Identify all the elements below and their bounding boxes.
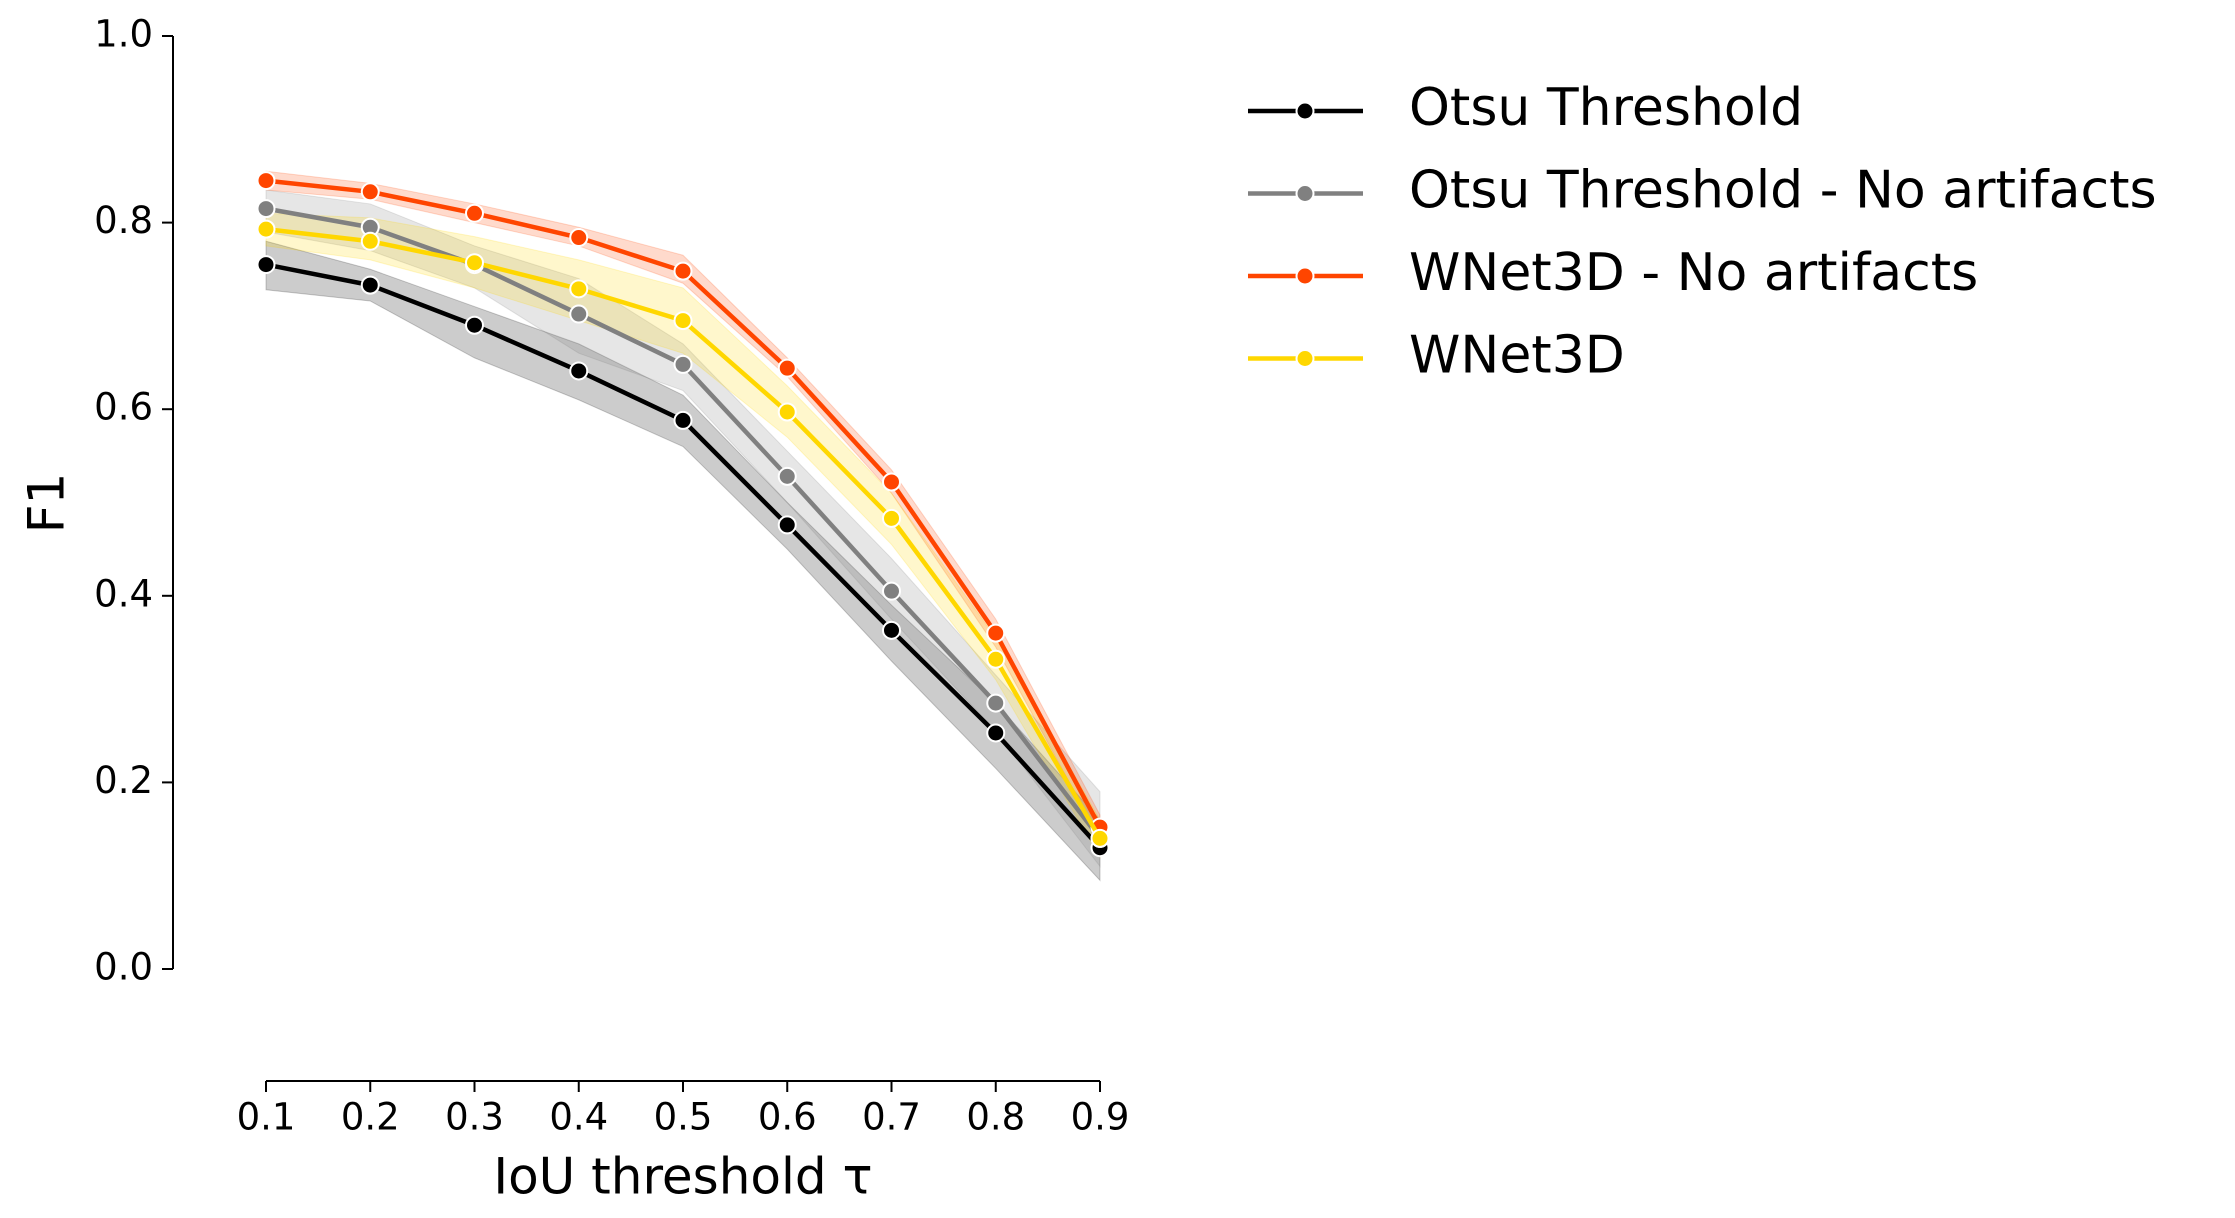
legend-label: WNet3D <box>1409 326 1625 386</box>
x-axis-label: IoU threshold τ <box>493 1148 872 1206</box>
y-tick-label: 0.4 <box>94 572 153 615</box>
point <box>986 723 1006 743</box>
y-tick-label: 0.0 <box>94 946 153 989</box>
x-tick-label: 0.6 <box>758 1096 817 1139</box>
point <box>673 354 693 374</box>
point <box>256 219 276 239</box>
point <box>882 581 901 601</box>
legend-marker <box>1295 266 1315 286</box>
y-axis-label: F1 <box>18 473 76 534</box>
legend-label: Otsu Threshold - No artifacts <box>1409 161 2157 221</box>
point <box>777 515 797 535</box>
x-tick-label: 0.1 <box>237 1096 296 1139</box>
point <box>1090 828 1110 848</box>
point <box>360 182 380 202</box>
y-tick-label: 0.6 <box>94 386 153 429</box>
y-tick-label: 0.2 <box>94 759 153 802</box>
x-tick-label: 0.8 <box>966 1096 1025 1139</box>
point <box>569 279 589 299</box>
legend-label: WNet3D - No artifacts <box>1409 243 1978 303</box>
point <box>256 199 276 219</box>
y-tick-label: 0.8 <box>94 199 153 242</box>
point <box>777 466 797 486</box>
x-tick-label: 0.4 <box>549 1096 608 1139</box>
point <box>986 623 1006 643</box>
x-tick-label: 0.5 <box>654 1096 713 1139</box>
point <box>256 255 276 275</box>
point <box>569 304 589 324</box>
point <box>777 402 797 422</box>
x-tick-label: 0.9 <box>1071 1096 1130 1139</box>
point <box>986 649 1006 669</box>
confidence-band <box>265 189 1101 868</box>
x-tick-label: 0.3 <box>445 1096 504 1139</box>
point <box>673 311 693 331</box>
point <box>777 358 797 378</box>
point <box>360 275 380 295</box>
point <box>569 361 589 381</box>
legend-marker <box>1295 349 1315 368</box>
point <box>256 171 276 191</box>
point <box>673 410 693 430</box>
point <box>465 203 484 223</box>
legend-marker <box>1295 184 1315 203</box>
point <box>882 508 901 528</box>
y-tick-label: 1.0 <box>94 13 153 56</box>
confidence-band <box>265 240 1101 882</box>
x-tick-label: 0.2 <box>341 1096 400 1139</box>
point <box>986 693 1006 713</box>
point <box>882 620 901 640</box>
legend-marker <box>1295 101 1315 121</box>
x-tick-label: 0.7 <box>862 1096 921 1139</box>
point <box>465 315 484 335</box>
point <box>882 472 901 492</box>
point <box>465 253 484 273</box>
point <box>360 231 380 251</box>
point <box>673 261 693 281</box>
legend-label: Otsu Threshold <box>1409 78 1803 138</box>
point <box>569 228 589 248</box>
